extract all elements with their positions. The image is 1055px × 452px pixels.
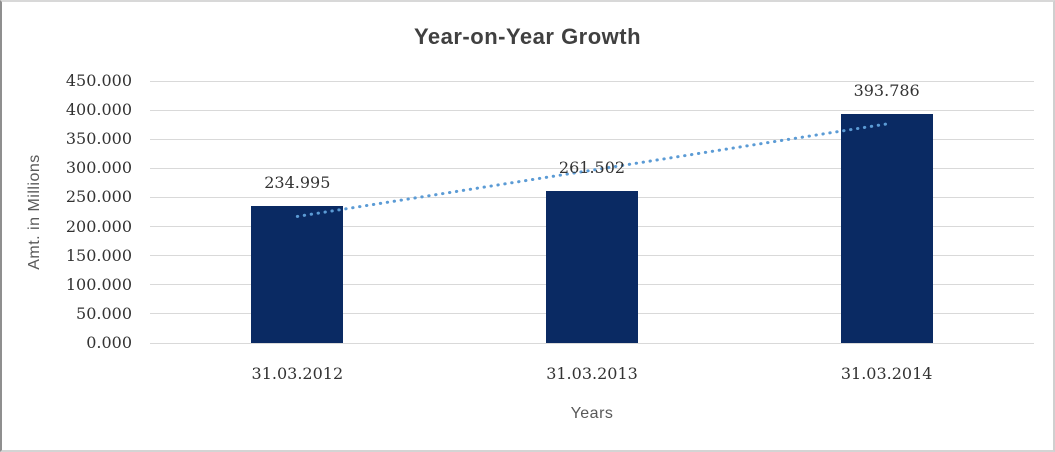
trendline-layer: [295, 122, 889, 218]
y-tick-label: 300.000: [65, 158, 132, 178]
plot-area: [150, 80, 1034, 344]
trendline: [295, 122, 889, 218]
x-axis-title: Years: [570, 405, 614, 422]
gridline: [150, 109, 1034, 111]
bar-value-label: 261.502: [558, 157, 626, 177]
bar: [251, 206, 344, 343]
gridline: [150, 138, 1034, 140]
x-category-label: 31.03.2012: [251, 364, 344, 383]
y-tick-label: 450.000: [65, 71, 132, 90]
y-tick-label: 250.000: [65, 187, 132, 207]
y-tick-label: 350.000: [65, 129, 132, 149]
y-tick-label: 100.000: [65, 274, 132, 294]
bar-value-label: 234.995: [264, 173, 331, 193]
bar-value-label: 393.786: [853, 80, 920, 100]
y-tick-label: 200.000: [65, 216, 132, 236]
gridline: [150, 342, 1034, 344]
gridline: [150, 80, 1034, 82]
gridline: [150, 167, 1034, 169]
y-tick-label: 50.000: [76, 303, 132, 323]
chart-title: Year-on-Year Growth: [413, 24, 642, 49]
bar: [546, 190, 638, 343]
y-tick-label: 400.000: [65, 100, 132, 120]
y-tick-label: 150.000: [65, 245, 132, 265]
bar: [840, 113, 933, 343]
x-category-label: 31.03.2014: [840, 364, 933, 383]
x-category-label: 31.03.2013: [546, 364, 638, 383]
y-tick-label: 0.000: [86, 333, 132, 352]
